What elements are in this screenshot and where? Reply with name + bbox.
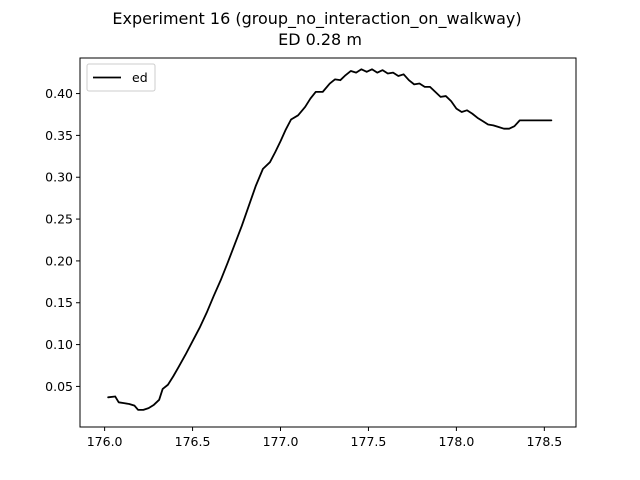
plot-frame: [79, 57, 577, 428]
legend: ed: [86, 63, 156, 92]
x-axis: 176.0 176.5 177.0 177.5 178.0 178.5: [87, 427, 562, 449]
y-tick-label: 0.10: [45, 337, 73, 352]
y-tick-label: 0.35: [45, 128, 73, 143]
legend-label-ed: ed: [132, 70, 148, 85]
x-tick-label: 177.0: [263, 434, 299, 449]
plot-area: [79, 57, 577, 428]
series-line-ed: [107, 68, 553, 411]
chart-subtitle: ED 0.28 m: [278, 30, 362, 49]
x-tick-label: 177.5: [351, 434, 387, 449]
y-axis: 0.05 0.10 0.15 0.20 0.25 0.30 0.35 0.40: [45, 86, 80, 394]
x-tick-label: 176.0: [87, 434, 123, 449]
x-tick-label: 176.5: [175, 434, 211, 449]
y-tick-label: 0.20: [45, 253, 73, 268]
y-tick-label: 0.25: [45, 212, 73, 227]
chart-title: Experiment 16 (group_no_interaction_on_w…: [112, 9, 521, 29]
y-tick-label: 0.15: [45, 295, 73, 310]
y-tick-label: 0.30: [45, 170, 73, 185]
x-tick-label: 178.5: [526, 434, 562, 449]
series-layer: [107, 68, 553, 411]
y-tick-label: 0.40: [45, 86, 73, 101]
x-tick-label: 178.0: [438, 434, 474, 449]
y-tick-label: 0.05: [45, 379, 73, 394]
